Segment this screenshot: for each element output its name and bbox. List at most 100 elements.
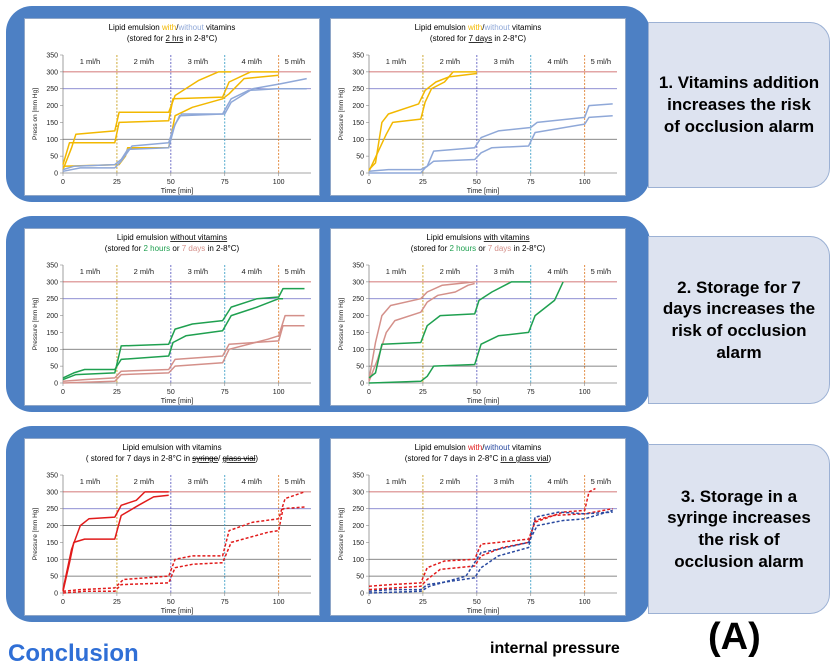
chart-svg: Lipid emulsions with vitamins (stored for… xyxy=(338,233,617,405)
conclusion-heading: Conclusion xyxy=(8,640,139,667)
chart-svg: Lipid emulsion without vitamins (stored f… xyxy=(32,233,311,405)
chart-title: Lipid emulsion without vitamins xyxy=(117,233,227,242)
rate-label: 5 ml/h xyxy=(285,57,305,66)
y-tick-label: 100 xyxy=(352,347,364,354)
y-tick-label: 0 xyxy=(360,381,364,388)
series-line xyxy=(368,487,596,588)
series-line xyxy=(368,509,613,594)
rate-label: 3 ml/h xyxy=(494,57,514,66)
axes xyxy=(368,55,617,174)
x-axis-label: Time [min] xyxy=(467,398,499,405)
y-tick-label: 250 xyxy=(46,86,58,93)
x-tick-label: 50 xyxy=(473,179,481,186)
x-axis-label: Time [min] xyxy=(161,398,193,405)
rate-label: 1 ml/h xyxy=(386,267,406,276)
y-tick-label: 350 xyxy=(46,263,58,270)
series-line xyxy=(62,491,169,590)
y-tick-label: 250 xyxy=(352,296,364,303)
chart-without-vitamins-storage: Lipid emulsion without vitamins (stored f… xyxy=(24,228,320,406)
x-axis-label: Time [min] xyxy=(161,608,193,615)
series-line xyxy=(62,297,283,379)
rate-label: 1 ml/h xyxy=(386,477,406,486)
y-tick-label: 200 xyxy=(46,313,58,320)
rate-label: 3 ml/h xyxy=(494,267,514,276)
rate-label: 1 ml/h xyxy=(80,477,100,486)
chart-title: Lipid emulsion with vitamins xyxy=(122,443,221,452)
y-tick-label: 100 xyxy=(352,137,364,144)
rate-label: 4 ml/h xyxy=(241,57,261,66)
series-line xyxy=(62,287,305,381)
internal-pressure-note: internal pressure xyxy=(490,640,620,657)
series-line xyxy=(368,507,613,591)
x-tick-label: 0 xyxy=(367,389,371,396)
axes xyxy=(62,475,311,594)
axes xyxy=(368,265,617,384)
x-axis-label: Time [min] xyxy=(467,188,499,195)
y-tick-label: 150 xyxy=(46,120,58,127)
y-tick-label: 150 xyxy=(352,330,364,337)
x-tick-label: 0 xyxy=(367,599,371,606)
y-tick-label: 350 xyxy=(352,263,364,270)
series-line xyxy=(62,87,307,173)
y-tick-label: 100 xyxy=(46,137,58,144)
rate-label: 5 ml/h xyxy=(285,477,305,486)
x-tick-label: 100 xyxy=(579,179,591,186)
series-line xyxy=(62,77,307,171)
y-tick-label: 200 xyxy=(352,103,364,110)
y-tick-label: 150 xyxy=(46,330,58,337)
y-tick-label: 0 xyxy=(360,591,364,598)
series-line xyxy=(62,71,232,170)
series-line xyxy=(368,72,477,171)
y-tick-label: 150 xyxy=(352,540,364,547)
rate-label: 3 ml/h xyxy=(188,477,208,486)
x-tick-label: 75 xyxy=(527,179,535,186)
y-tick-label: 0 xyxy=(54,171,58,178)
y-tick-label: 300 xyxy=(46,279,58,286)
x-tick-label: 75 xyxy=(221,389,229,396)
rate-label: 4 ml/h xyxy=(241,267,261,276)
series-line xyxy=(62,314,305,384)
y-tick-label: 50 xyxy=(50,574,58,581)
series-line xyxy=(368,281,564,384)
y-tick-label: 50 xyxy=(356,574,364,581)
rate-label: 2 ml/h xyxy=(134,57,154,66)
rate-label: 4 ml/h xyxy=(241,477,261,486)
y-axis-label: Press on [mm Hg] xyxy=(32,88,39,140)
y-tick-label: 50 xyxy=(356,154,364,161)
x-tick-label: 75 xyxy=(221,599,229,606)
chart-subtitle: (stored for 2 hours or 7 days in 2-8°C) xyxy=(105,244,240,253)
y-tick-label: 250 xyxy=(46,506,58,513)
axes xyxy=(368,475,617,594)
y-axis-label: Pressure [mm Hg] xyxy=(338,508,345,561)
series-line xyxy=(368,103,613,173)
callout-storage-time: 2. Storage for 7 days increases the risk… xyxy=(648,236,830,404)
y-tick-label: 250 xyxy=(352,506,364,513)
y-tick-label: 200 xyxy=(352,313,364,320)
x-tick-label: 25 xyxy=(113,389,121,396)
y-tick-label: 150 xyxy=(46,540,58,547)
x-tick-label: 50 xyxy=(167,389,175,396)
y-tick-label: 100 xyxy=(46,557,58,564)
x-tick-label: 0 xyxy=(61,599,65,606)
series-line xyxy=(368,281,475,380)
x-tick-label: 0 xyxy=(61,179,65,186)
chart-title: Lipid emulsion with/without vitamins xyxy=(109,23,236,32)
y-tick-label: 150 xyxy=(352,120,364,127)
x-tick-label: 75 xyxy=(527,599,535,606)
y-tick-label: 300 xyxy=(46,69,58,76)
x-tick-label: 0 xyxy=(367,179,371,186)
rate-label: 3 ml/h xyxy=(494,477,514,486)
x-tick-label: 25 xyxy=(113,179,121,186)
series-line xyxy=(62,324,305,383)
y-tick-label: 0 xyxy=(54,591,58,598)
y-axis-label: Pressure [mm Hg] xyxy=(338,88,345,141)
y-tick-label: 250 xyxy=(352,86,364,93)
x-tick-label: 100 xyxy=(273,389,285,396)
rate-label: 1 ml/h xyxy=(386,57,406,66)
chart-subtitle: (stored for 2 hours or 7 days in 2-8°C) xyxy=(411,244,546,253)
y-axis-label: Pressure [mm Hg] xyxy=(32,508,39,561)
rate-label: 5 ml/h xyxy=(591,267,611,276)
callout-vitamins: 1. Vitamins addition increases the risk … xyxy=(648,22,830,188)
x-tick-label: 50 xyxy=(473,599,481,606)
chart-subtitle: (stored for 7 days in 2-8°C in a glass v… xyxy=(405,454,552,463)
